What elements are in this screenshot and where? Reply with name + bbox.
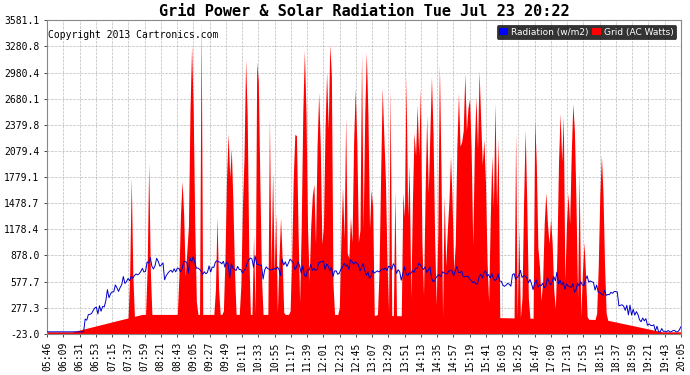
Legend: Radiation (w/m2), Grid (AC Watts): Radiation (w/m2), Grid (AC Watts) [497,25,676,39]
Title: Grid Power & Solar Radiation Tue Jul 23 20:22: Grid Power & Solar Radiation Tue Jul 23 … [159,4,569,19]
Text: Copyright 2013 Cartronics.com: Copyright 2013 Cartronics.com [48,30,219,40]
